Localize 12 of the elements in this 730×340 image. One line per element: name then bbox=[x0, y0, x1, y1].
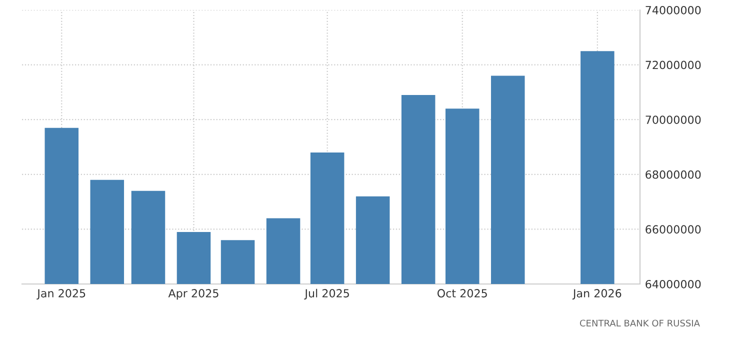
y-tick-label: 66000000 bbox=[646, 225, 701, 234]
y-tick-label: 72000000 bbox=[646, 60, 701, 70]
y-tick-label: 68000000 bbox=[646, 170, 701, 179]
x-tick-label: Oct 2025 bbox=[437, 289, 487, 298]
y-tick-label: 70000000 bbox=[646, 116, 701, 124]
x-tick-label: Apr 2025 bbox=[168, 289, 218, 300]
x-tick-label: Jan 2025 bbox=[36, 289, 86, 300]
y-tick-label: 64000000 bbox=[646, 280, 701, 288]
x-tick-label: Jan 2026 bbox=[572, 289, 622, 300]
text: CENTRAL BANK OF RUSSIA bbox=[580, 320, 700, 327]
y-tick-label: 74000000 bbox=[646, 6, 701, 14]
x-tick-label: Jul 2025 bbox=[304, 288, 349, 300]
